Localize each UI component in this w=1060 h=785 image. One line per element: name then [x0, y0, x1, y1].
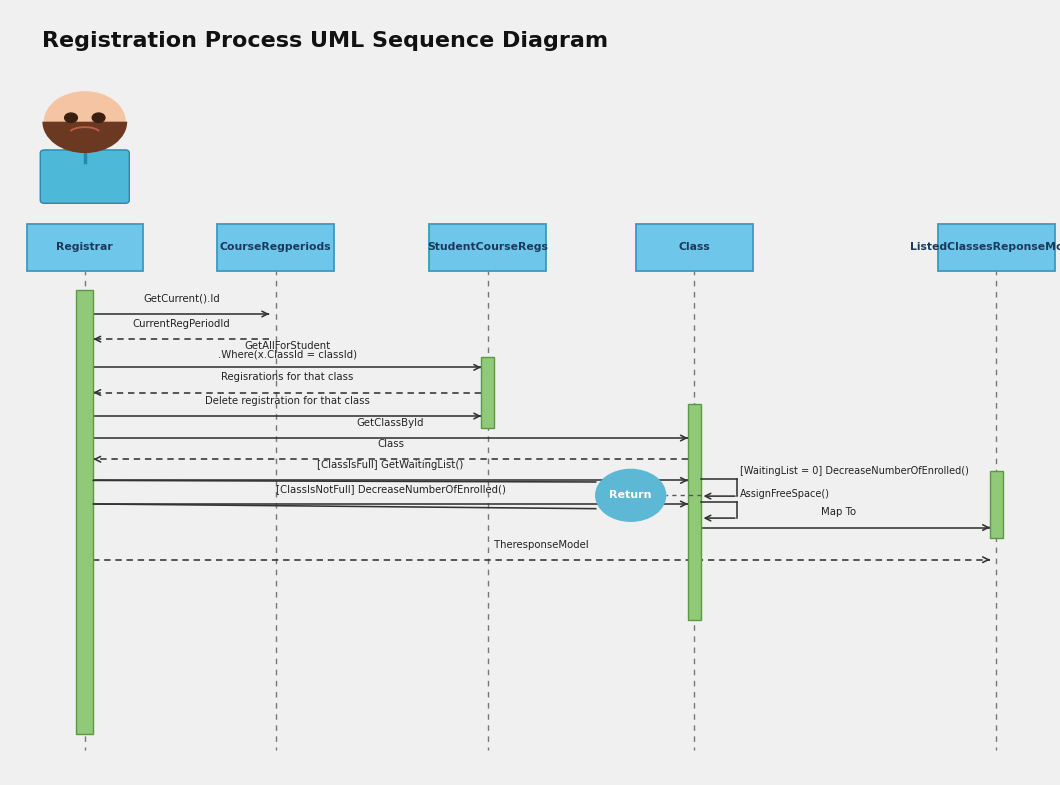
FancyBboxPatch shape: [217, 224, 334, 271]
Text: Class: Class: [678, 243, 710, 252]
FancyBboxPatch shape: [688, 404, 701, 620]
Text: GetCurrent().Id: GetCurrent().Id: [143, 294, 219, 304]
FancyBboxPatch shape: [938, 224, 1055, 271]
Circle shape: [65, 113, 77, 122]
Text: Delete registration for that class: Delete registration for that class: [205, 396, 370, 406]
FancyBboxPatch shape: [40, 150, 129, 203]
FancyBboxPatch shape: [26, 224, 143, 271]
FancyBboxPatch shape: [636, 224, 753, 271]
Text: [WaitingList = 0] DecreaseNumberOfEnrolled(): [WaitingList = 0] DecreaseNumberOfEnroll…: [740, 466, 969, 476]
Text: ListedClassesReponseModel: ListedClassesReponseModel: [911, 243, 1060, 252]
Text: GetClassById: GetClassById: [357, 418, 424, 428]
Circle shape: [45, 92, 125, 152]
Text: .Where(x.ClassId = classId): .Where(x.ClassId = classId): [217, 349, 357, 360]
Wedge shape: [42, 122, 127, 153]
Text: Return: Return: [610, 491, 652, 500]
Circle shape: [596, 469, 666, 521]
FancyBboxPatch shape: [990, 471, 1003, 538]
Text: AssignFreeSpace(): AssignFreeSpace(): [740, 489, 830, 499]
Text: [ClassIsFull] GetWaitingList(): [ClassIsFull] GetWaitingList(): [317, 460, 464, 470]
Text: Class: Class: [377, 439, 404, 449]
FancyBboxPatch shape: [76, 290, 93, 734]
FancyBboxPatch shape: [429, 224, 546, 271]
Text: Registrar: Registrar: [56, 243, 113, 252]
Text: StudentCourseRegs: StudentCourseRegs: [427, 243, 548, 252]
Text: TheresponseModel: TheresponseModel: [494, 539, 589, 550]
Text: Registration Process UML Sequence Diagram: Registration Process UML Sequence Diagra…: [42, 31, 608, 51]
Text: CurrentRegPeriodId: CurrentRegPeriodId: [132, 319, 230, 329]
FancyBboxPatch shape: [481, 357, 494, 428]
Text: GetAllForStudent: GetAllForStudent: [244, 341, 331, 351]
Text: Map To: Map To: [822, 507, 856, 517]
Text: CourseRegperiods: CourseRegperiods: [219, 243, 332, 252]
Circle shape: [92, 113, 105, 122]
Text: [ClassIsNotFull] DecreaseNumberOfEnrolled(): [ClassIsNotFull] DecreaseNumberOfEnrolle…: [276, 484, 506, 494]
Text: Regisrations for that class: Regisrations for that class: [222, 372, 353, 382]
